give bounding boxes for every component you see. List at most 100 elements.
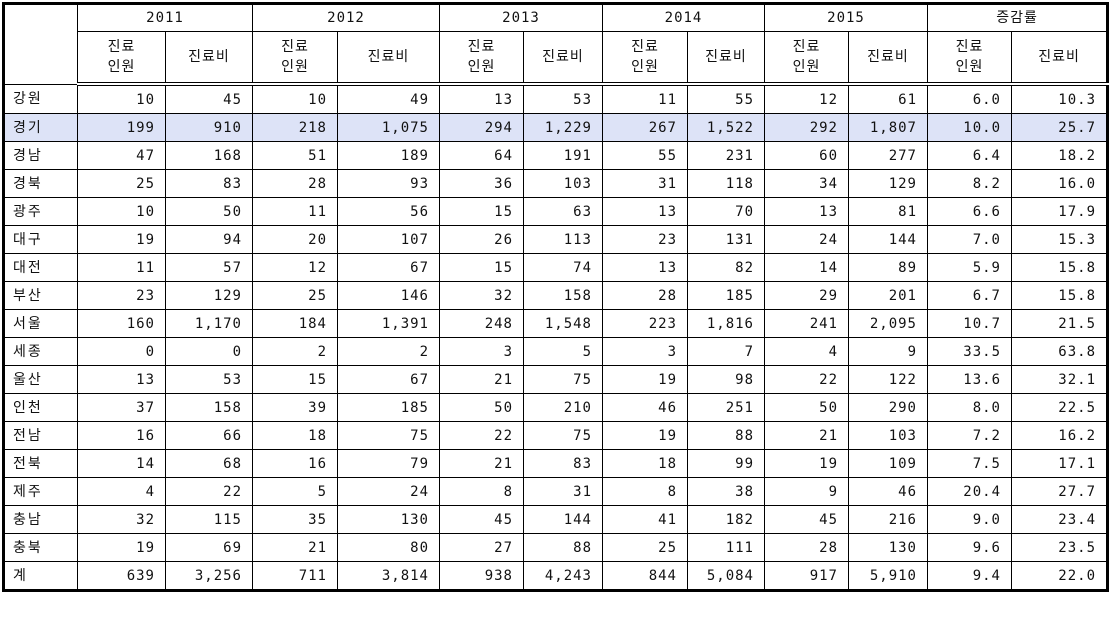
region-label: 대구	[3, 225, 78, 254]
cost-cell: 17.1	[1010, 449, 1109, 478]
table-row: 대구 19 94 20 107 26 113 23 131 24 144 7.0 15.3	[3, 225, 1109, 254]
patients-cell: 15	[439, 197, 524, 226]
cost-cell: 38	[687, 477, 765, 506]
patients-cell: 20	[252, 225, 338, 254]
cost-cell: 75	[337, 421, 440, 450]
patients-cell: 19	[77, 225, 166, 254]
table-row: 충남 32 115 35 130 45 144 41 182 45 216 9.0 23.4	[3, 505, 1109, 534]
cost-cell: 9	[848, 337, 928, 366]
region-label: 전남	[3, 421, 78, 450]
patients-cell: 23	[602, 225, 688, 254]
cost-cell: 0	[165, 337, 253, 366]
cost-cell: 93	[337, 169, 440, 198]
patients-cell: 28	[602, 281, 688, 310]
cost-cell: 277	[848, 141, 928, 170]
sub-header-patients: 진료 인원	[439, 31, 524, 86]
region-label: 인천	[3, 393, 78, 422]
patients-cell: 917	[764, 561, 849, 591]
cost-cell: 56	[337, 197, 440, 226]
table-row: 전남 16 66 18 75 22 75 19 88 21 103 7.2 16.2	[3, 421, 1109, 450]
cost-cell: 17.9	[1010, 197, 1109, 226]
regional-medical-statistics-table: 2011 2012 2013 2014 2015 증감률 진료 인원 진료비 진료 …	[2, 2, 1110, 592]
patients-cell: 37	[77, 393, 166, 422]
patients-cell: 8.2	[927, 169, 1012, 198]
cost-cell: 3,256	[165, 561, 253, 591]
patients-cell: 11	[252, 197, 338, 226]
region-label: 울산	[3, 365, 78, 394]
sub-header-cost: 진료비	[165, 31, 253, 86]
cost-cell: 144	[848, 225, 928, 254]
patients-cell: 33.5	[927, 337, 1012, 366]
patients-cell: 2	[252, 337, 338, 366]
region-label: 경남	[3, 141, 78, 170]
patients-cell: 13	[764, 197, 849, 226]
sub-header-label: 진료 인원	[631, 39, 659, 75]
cost-cell: 3,814	[337, 561, 440, 591]
patients-cell: 6.0	[927, 83, 1012, 114]
patients-cell: 28	[764, 533, 849, 562]
cost-cell: 75	[523, 365, 603, 394]
cost-cell: 88	[687, 421, 765, 450]
patients-cell: 4	[77, 477, 166, 506]
cost-cell: 22.5	[1010, 393, 1109, 422]
region-label: 강원	[3, 83, 78, 114]
patients-cell: 3	[439, 337, 524, 366]
patients-cell: 19	[602, 365, 688, 394]
cost-cell: 5	[523, 337, 603, 366]
patients-cell: 3	[602, 337, 688, 366]
cost-cell: 7	[687, 337, 765, 366]
patients-cell: 18	[602, 449, 688, 478]
cost-cell: 191	[523, 141, 603, 170]
cost-cell: 88	[523, 533, 603, 562]
sub-header-label: 진료 인원	[107, 39, 136, 75]
sub-header-cost: 진료비	[337, 31, 440, 86]
patients-cell: 20.4	[927, 477, 1012, 506]
cost-cell: 5,084	[687, 561, 765, 591]
patients-cell: 36	[439, 169, 524, 198]
table-row: 부산 23 129 25 146 32 158 28 185 29 201 6.7 15.8	[3, 281, 1109, 310]
patients-cell: 160	[77, 309, 166, 338]
patients-cell: 10.7	[927, 309, 1012, 338]
cost-cell: 49	[337, 83, 440, 114]
sub-header-cost: 진료비	[523, 31, 603, 86]
patients-cell: 12	[252, 253, 338, 282]
patients-cell: 29	[764, 281, 849, 310]
table-row: 경기 199 910 218 1,075 294 1,229 267 1,522 292 1,807…	[3, 113, 1109, 142]
cost-cell: 111	[687, 533, 765, 562]
cost-cell: 210	[523, 393, 603, 422]
cost-cell: 89	[848, 253, 928, 282]
patients-cell: 13	[602, 253, 688, 282]
cost-cell: 158	[523, 281, 603, 310]
cost-cell: 2,095	[848, 309, 928, 338]
sub-header-label: 진료 인원	[467, 39, 496, 75]
region-label: 충남	[3, 505, 78, 534]
cost-cell: 94	[165, 225, 253, 254]
corner-cell	[3, 3, 78, 85]
patients-cell: 27	[439, 533, 524, 562]
cost-cell: 67	[337, 253, 440, 282]
patients-cell: 22	[439, 421, 524, 450]
table-row: 세종 0 0 2 2 3 5 3 7 4 9 33.5 63.8	[3, 337, 1109, 366]
cost-cell: 75	[523, 421, 603, 450]
patients-cell: 294	[439, 113, 524, 142]
patients-cell: 19	[764, 449, 849, 478]
patients-cell: 8	[439, 477, 524, 506]
patients-cell: 9.4	[927, 561, 1012, 591]
patients-cell: 844	[602, 561, 688, 591]
patients-cell: 223	[602, 309, 688, 338]
change-rate-header: 증감률	[926, 3, 1109, 32]
table-row: 인천 37 158 39 185 50 210 46 251 50 290 8.0 22.5	[3, 393, 1109, 422]
cost-cell: 168	[165, 141, 253, 170]
patients-cell: 45	[439, 505, 524, 534]
patients-cell: 23	[77, 281, 166, 310]
cost-cell: 1,229	[523, 113, 603, 142]
patients-cell: 267	[602, 113, 688, 142]
cost-cell: 131	[687, 225, 765, 254]
sub-header-label: 진료 인원	[281, 39, 309, 75]
patients-cell: 711	[252, 561, 338, 591]
patients-cell: 6.6	[927, 197, 1012, 226]
patients-cell: 26	[439, 225, 524, 254]
cost-cell: 10.3	[1010, 83, 1109, 114]
cost-cell: 103	[523, 169, 603, 198]
cost-cell: 55	[687, 83, 765, 114]
